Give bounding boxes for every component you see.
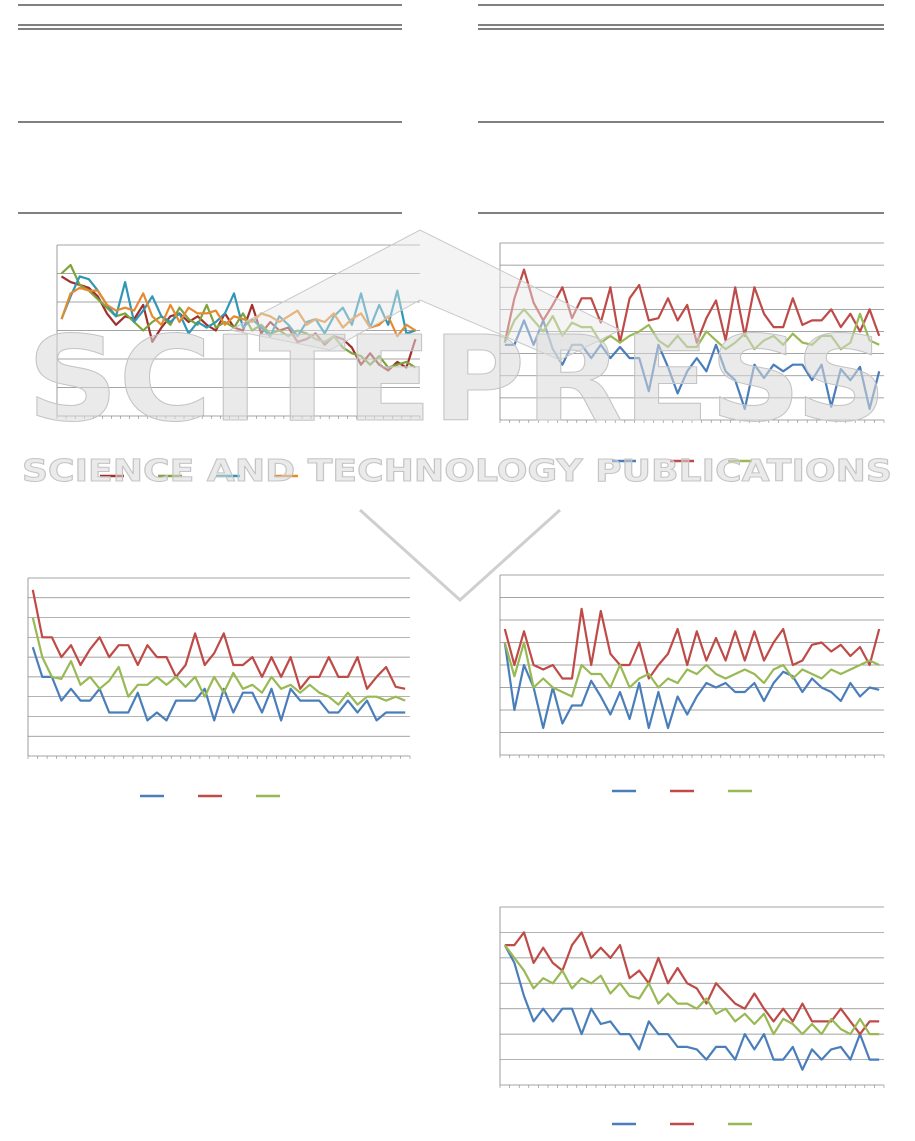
series-line	[503, 268, 881, 344]
series-line	[504, 319, 881, 410]
series-line	[503, 607, 881, 680]
watermark-emblem	[358, 508, 562, 603]
watermark-title: SCITEPRESS	[27, 310, 887, 448]
series-line	[503, 944, 880, 1071]
series-line	[503, 308, 880, 351]
series-line	[60, 275, 417, 372]
series-line	[503, 641, 880, 698]
series-line	[503, 944, 880, 1036]
series-line	[31, 589, 406, 690]
table-rules	[18, 4, 884, 214]
charts	[27, 242, 885, 1126]
series-line	[31, 617, 406, 706]
series-line	[503, 642, 880, 730]
series-line	[60, 263, 417, 369]
watermark: SCITEPRESS SCIENCE AND TECHNOLOGY PUBLIC…	[22, 229, 893, 603]
series-line	[31, 646, 406, 722]
series-line	[60, 286, 417, 338]
series-line	[60, 275, 416, 338]
series-line	[504, 931, 880, 1036]
watermark-subtitle: SCIENCE AND TECHNOLOGY PUBLICATIONS	[22, 454, 892, 489]
watermark-emblem	[228, 229, 622, 361]
